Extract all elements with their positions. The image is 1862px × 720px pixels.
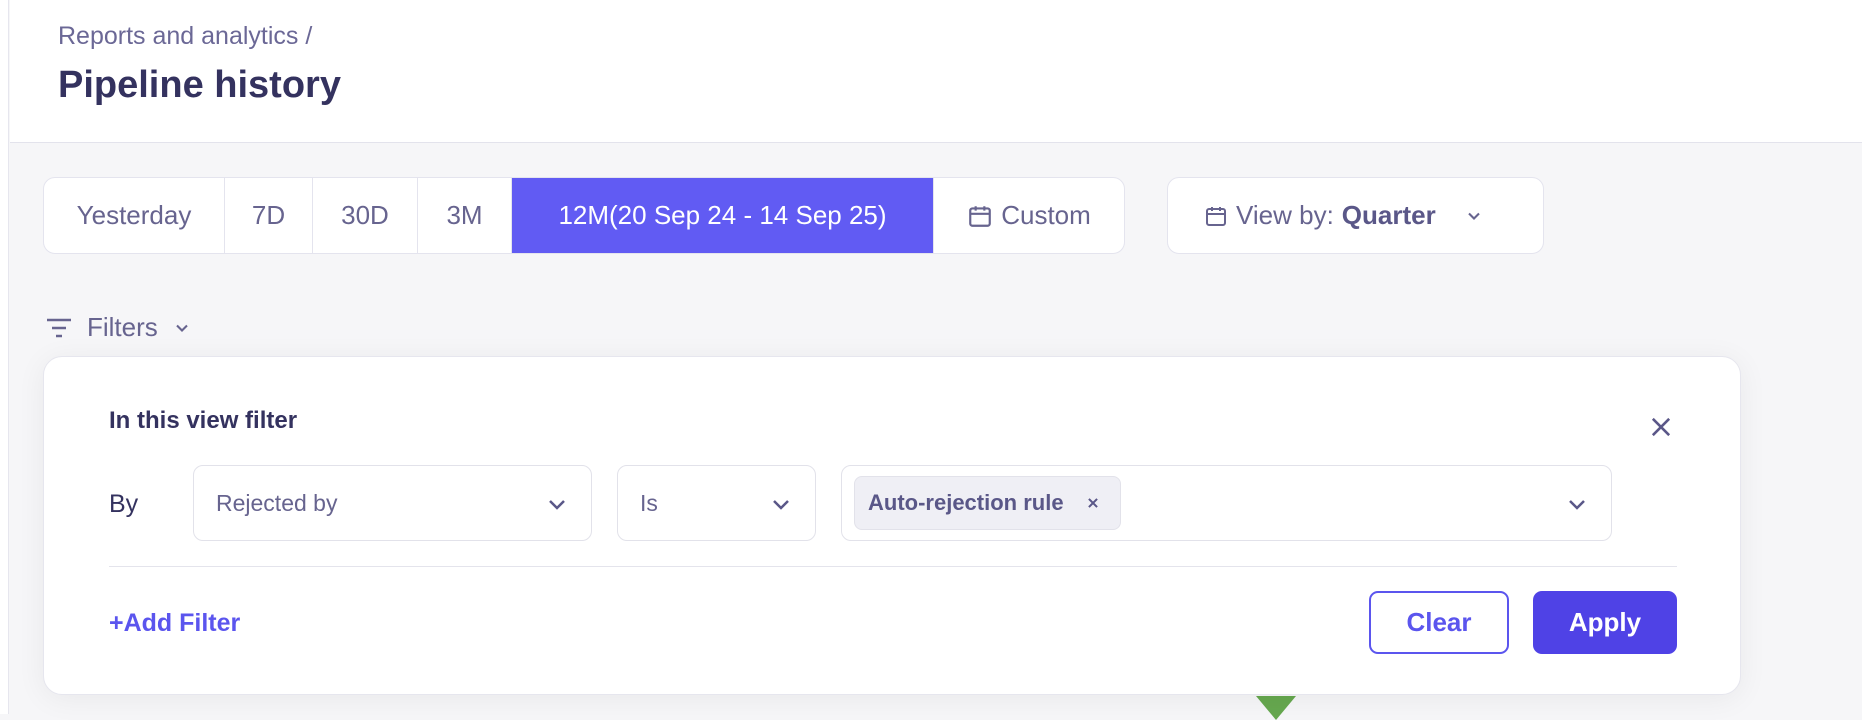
divider — [109, 566, 1677, 567]
sidebar-edge — [0, 0, 9, 714]
view-by-label: View by: — [1236, 200, 1334, 230]
chevron-down-icon — [773, 500, 789, 510]
tab-7d[interactable]: 7D — [225, 178, 313, 253]
chevron-down-icon — [1467, 212, 1480, 220]
tab-30d[interactable]: 30D — [313, 178, 418, 253]
value-chip: Auto-rejection rule — [854, 476, 1121, 530]
close-icon[interactable] — [1647, 413, 1675, 441]
filter-lines-icon — [47, 318, 71, 337]
field-select[interactable]: Rejected by — [193, 465, 592, 541]
chevron-down-icon — [549, 500, 565, 510]
apply-button[interactable]: Apply — [1533, 591, 1677, 654]
value-chip-label: Auto-rejection rule — [868, 490, 1064, 515]
breadcrumb[interactable]: Reports and analytics / — [58, 22, 313, 50]
view-by-dropdown[interactable]: View by: Quarter — [1167, 177, 1544, 254]
operator-select-value: Is — [640, 489, 658, 516]
page-header: Reports and analytics / Pipeline history — [10, 0, 1862, 143]
date-range-tabs: Yesterday 7D 30D 3M 12M(20 Sep 24 - 14 S… — [43, 177, 1125, 254]
tab-3m[interactable]: 3M — [418, 178, 512, 253]
by-label: By — [109, 490, 139, 518]
tab-yesterday[interactable]: Yesterday — [44, 178, 225, 253]
field-select-value: Rejected by — [216, 489, 338, 516]
filters-toggle[interactable]: Filters — [45, 312, 192, 343]
tab-custom[interactable]: Custom — [934, 178, 1124, 253]
chevron-down-icon — [176, 324, 188, 332]
add-filter-button[interactable]: +Add Filter — [109, 609, 241, 637]
tab-custom-label: Custom — [1001, 200, 1091, 230]
remove-chip-icon[interactable] — [1086, 496, 1100, 510]
filter-panel-title: In this view filter — [109, 407, 298, 434]
chart-marker — [1256, 696, 1296, 720]
chevron-down-icon — [1569, 500, 1585, 510]
clear-button[interactable]: Clear — [1369, 591, 1509, 654]
filter-panel: In this view filter By Rejected by Is Au… — [43, 356, 1741, 695]
filters-label: Filters — [87, 312, 158, 342]
page-title: Pipeline history — [58, 64, 341, 106]
tab-12m[interactable]: 12M(20 Sep 24 - 14 Sep 25) — [512, 178, 934, 253]
calendar-icon — [969, 205, 992, 227]
calendar-icon — [1206, 206, 1226, 226]
operator-select[interactable]: Is — [617, 465, 816, 541]
value-multiselect[interactable]: Auto-rejection rule — [841, 465, 1612, 541]
view-by-value: Quarter — [1341, 200, 1436, 230]
